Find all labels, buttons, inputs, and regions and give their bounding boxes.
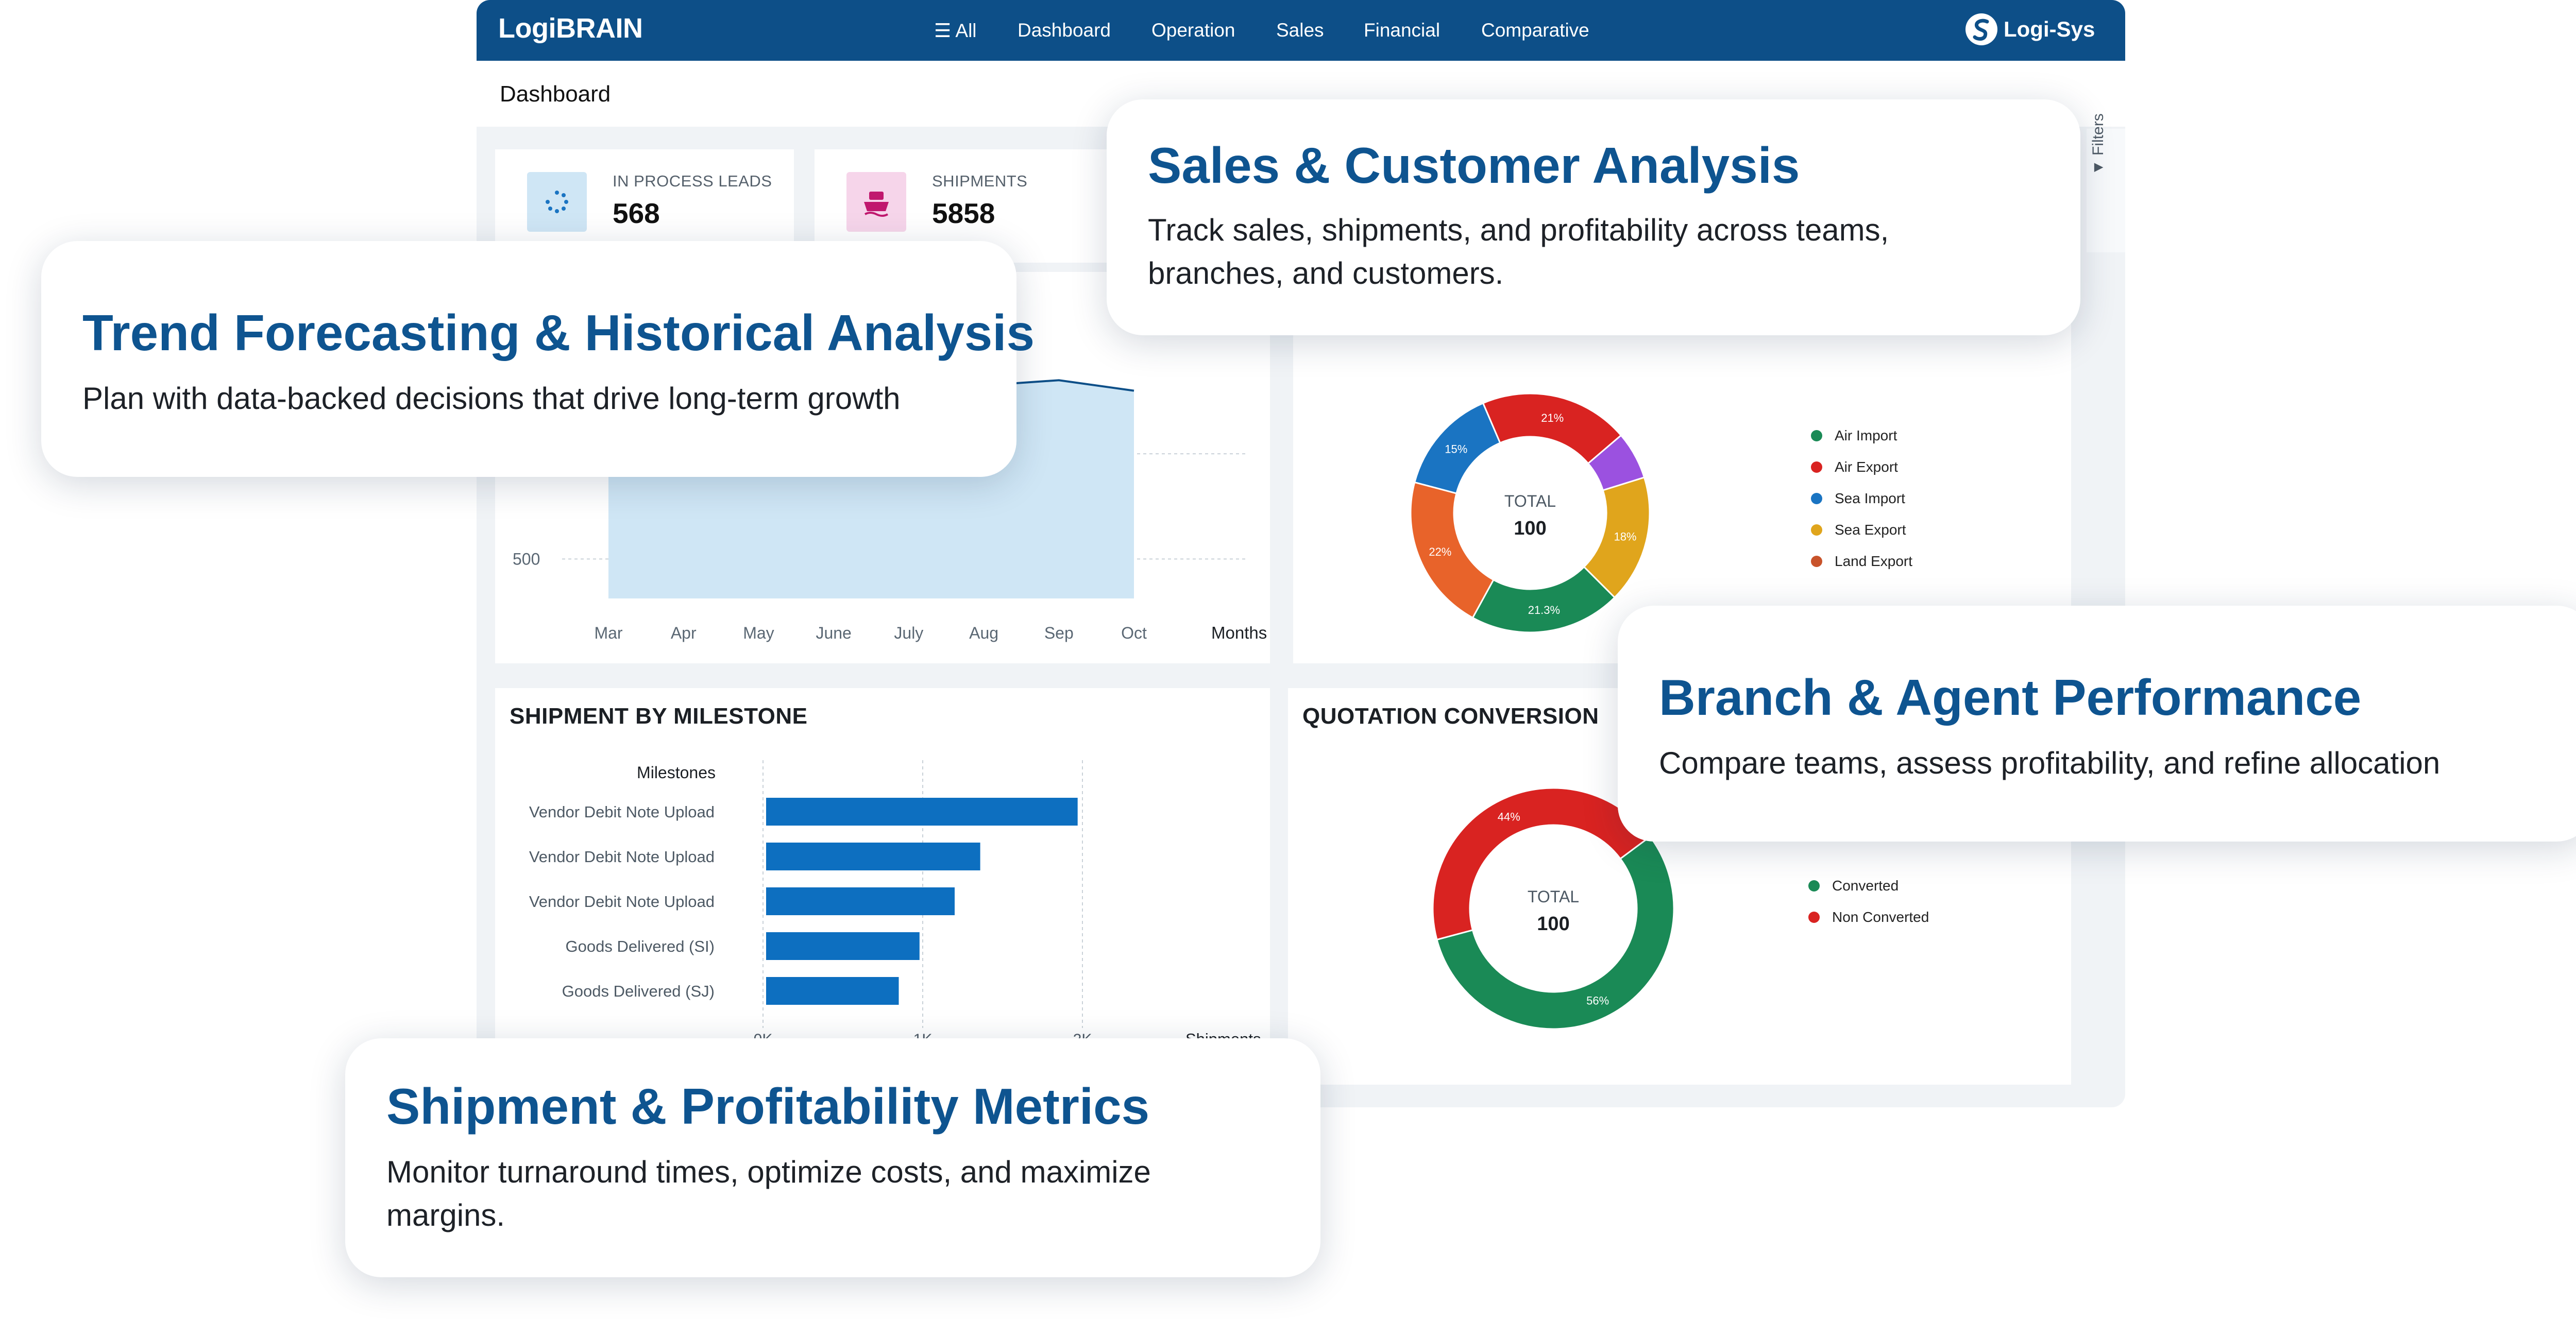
callout-text: branches, and customers. [1148,256,1504,290]
donut-slice [1410,481,1495,619]
legend-label: Air Export [1835,459,1898,475]
panel-title: SHIPMENT BY MILESTONE [510,704,808,729]
slice-label: 21.3% [1528,604,1560,616]
donut-slice [1436,835,1675,1030]
callout-text: Monitor turnaround times, optimize costs… [386,1155,1151,1189]
filters-label[interactable]: ▼ Filters [2090,113,2107,175]
x-tick-label: Oct [1121,624,1147,642]
legend-dot-icon [1811,461,1822,473]
donut-center-value: 100 [1537,913,1569,935]
bar-category-label: Goods Delivered (SJ) [562,982,715,1000]
legend-item[interactable]: Non Converted [1808,909,1929,925]
nav-comparative[interactable]: Comparative [1481,20,1589,41]
callout-text: Compare teams, assess profitability, and… [1659,746,2441,780]
brand-logo[interactable]: LogiBRAIN [498,13,643,44]
callout-branch-agent: Branch & Agent Performance Compare teams… [1618,606,2576,842]
callout-title: Sales & Customer Analysis [1148,137,1800,194]
donut-center-label: TOTAL [1528,887,1579,906]
page-title: Dashboard [500,81,611,107]
nav-sales[interactable]: Sales [1276,20,1324,41]
x-tick-label: May [743,624,774,642]
legend-item[interactable]: Land Export [1811,553,1912,570]
bar-category-label: Vendor Debit Note Upload [529,803,715,821]
callout-text: Track sales, shipments, and profitabilit… [1148,213,1889,247]
slice-label: 56% [1586,994,1609,1007]
legend-label: Sea Export [1835,522,1906,538]
callout-shipment-profitability: Shipment & Profitability Metrics Monitor… [345,1038,1320,1277]
x-tick-label: June [816,624,851,642]
legend-dot-icon [1811,556,1822,567]
legend-label: Non Converted [1832,909,1929,925]
callout-text: margins. [386,1198,505,1232]
y-tick-label: 500 [513,550,540,568]
quotation-donut-chart: 44% 56% TOTAL 100 [1432,787,1675,1030]
kpi-value: 568 [613,197,660,229]
legend-item[interactable]: Converted [1808,878,1899,894]
legend-dot-icon [1811,524,1822,536]
loader-icon [527,172,587,232]
milestone-chart-panel: SHIPMENT BY MILESTONE Milestones Vendor D… [495,688,1270,1085]
distribution-chart-panel: 21.3% 22% 15% 21% 18% TOTAL 100 Air Import Air … [1293,272,2071,663]
bar-category-label: Vendor Debit Note Upload [529,848,715,866]
callout-text: Plan with data-backed decisions that dri… [82,381,901,416]
x-tick-label: Sep [1044,624,1074,642]
bar [766,843,980,870]
x-tick-label: Aug [969,624,998,642]
bar [766,932,920,960]
nav-financial[interactable]: Financial [1364,20,1440,41]
bar [766,977,899,1005]
legend-item[interactable]: Sea Import [1811,490,1905,507]
filters-tab[interactable]: ▼ Filters [2087,113,2125,252]
x-tick-label: Mar [594,624,622,642]
slice-label: 21% [1541,412,1564,424]
legend-label: Sea Import [1835,490,1905,506]
x-tick-label: July [894,624,923,642]
callout-sales-customer: Sales & Customer Analysis Track sales, s… [1107,99,2080,335]
callout-title: Shipment & Profitability Metrics [386,1078,1150,1135]
bar [766,887,955,915]
slice-label: 18% [1614,530,1636,543]
donut-slice [1583,476,1651,599]
slice-label: 15% [1445,443,1467,456]
slice-label: 44% [1498,811,1520,824]
kpi-label: SHIPMENTS [932,172,1028,190]
nav-all[interactable]: ☰ All [934,20,977,41]
top-navbar: LogiBRAIN ☰ All Dashboard Operation Sale… [477,0,2125,61]
callout-title: Trend Forecasting & Historical Analysis [82,304,1035,361]
legend-item[interactable]: Air Export [1811,459,1898,475]
nav-operation[interactable]: Operation [1151,20,1235,41]
legend-dot-icon [1808,880,1820,892]
company-logo-text: Logi-Sys [2004,17,2095,41]
donut-center-label: TOTAL [1504,492,1556,510]
legend-dot-icon [1811,430,1822,441]
x-tick-label: Apr [671,624,697,642]
donut-center-value: 100 [1514,518,1546,539]
ship-icon [846,172,906,232]
panel-title: QUOTATION CONVERSION [1302,704,1599,729]
kpi-label: IN PROCESS LEADS [613,172,772,190]
distribution-donut-chart: 21.3% 22% 15% 21% 18% TOTAL 100 [1410,392,1651,633]
logo-mark-icon [1965,13,1997,45]
callout-title: Branch & Agent Performance [1659,669,2362,726]
x-axis-title: Months [1211,623,1267,642]
donut-slice [1482,392,1622,465]
legend-dot-icon [1811,493,1822,504]
kpi-value: 5858 [932,197,995,229]
legend-label: Land Export [1835,553,1912,569]
bar-category-label: Goods Delivered (SI) [566,937,715,955]
legend-label: Air Import [1835,427,1897,443]
legend-label: Converted [1832,878,1899,894]
bar-category-label: Vendor Debit Note Upload [529,893,715,911]
legend-dot-icon [1808,912,1820,923]
callout-trend-forecasting: Trend Forecasting & Historical Analysis … [41,241,1035,477]
y-axis-title: Milestones [637,763,716,782]
nav-dashboard[interactable]: Dashboard [1018,20,1111,41]
milestone-bar-chart: Milestones Vendor Debit Note Upload Vendor… [529,760,1261,1048]
legend-item[interactable]: Air Import [1811,427,1897,444]
slice-label: 22% [1429,545,1451,558]
donut-slice [1471,565,1616,633]
company-logo: Logi-Sys [1964,12,2095,46]
legend-item[interactable]: Sea Export [1811,522,1906,538]
bar [766,798,1078,826]
